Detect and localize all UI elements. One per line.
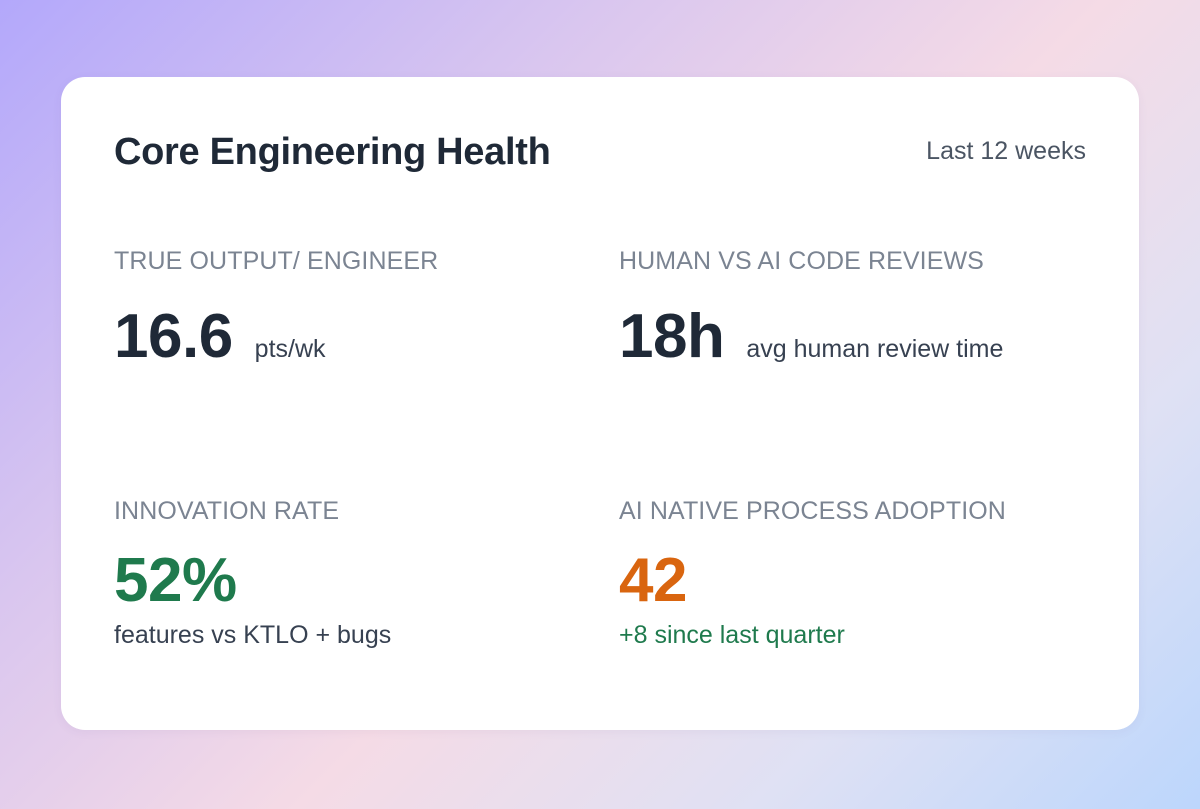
- metric-value: 18h: [619, 302, 725, 371]
- card-title: Core Engineering Health: [114, 131, 551, 173]
- metric-unit: avg human review time: [746, 335, 1004, 363]
- metric-value: 16.6: [114, 302, 233, 371]
- metric-value-row: 42: [619, 545, 1006, 617]
- metric-value-row: 52%: [114, 545, 391, 617]
- metric-code-reviews: HUMAN VS AI CODE REVIEWS 18h avg human r…: [619, 245, 1003, 373]
- metric-ai-adoption: AI NATIVE PROCESS ADOPTION 42 +8 since l…: [619, 495, 1006, 651]
- engineering-health-card: Core Engineering Health Last 12 weeks TR…: [61, 77, 1139, 730]
- metric-innovation-rate: INNOVATION RATE 52% features vs KTLO + b…: [114, 495, 391, 651]
- metric-value-row: 18h avg human review time: [619, 301, 1003, 373]
- metric-label: INNOVATION RATE: [114, 497, 340, 525]
- metric-change-indicator: +8 since last quarter: [619, 621, 845, 649]
- metric-label: AI NATIVE PROCESS ADOPTION: [619, 497, 1006, 525]
- metric-unit: pts/wk: [254, 335, 326, 363]
- metric-value: 42: [619, 546, 687, 615]
- metric-value: 52%: [114, 546, 237, 615]
- metric-label: HUMAN VS AI CODE REVIEWS: [619, 247, 984, 275]
- metric-value-row: 16.6 pts/wk: [114, 301, 438, 373]
- period-label: Last 12 weeks: [926, 137, 1086, 165]
- metric-subtext: features vs KTLO + bugs: [114, 621, 392, 649]
- metric-true-output: TRUE OUTPUT/ ENGINEER 16.6 pts/wk: [114, 245, 438, 373]
- metric-label: TRUE OUTPUT/ ENGINEER: [114, 247, 439, 275]
